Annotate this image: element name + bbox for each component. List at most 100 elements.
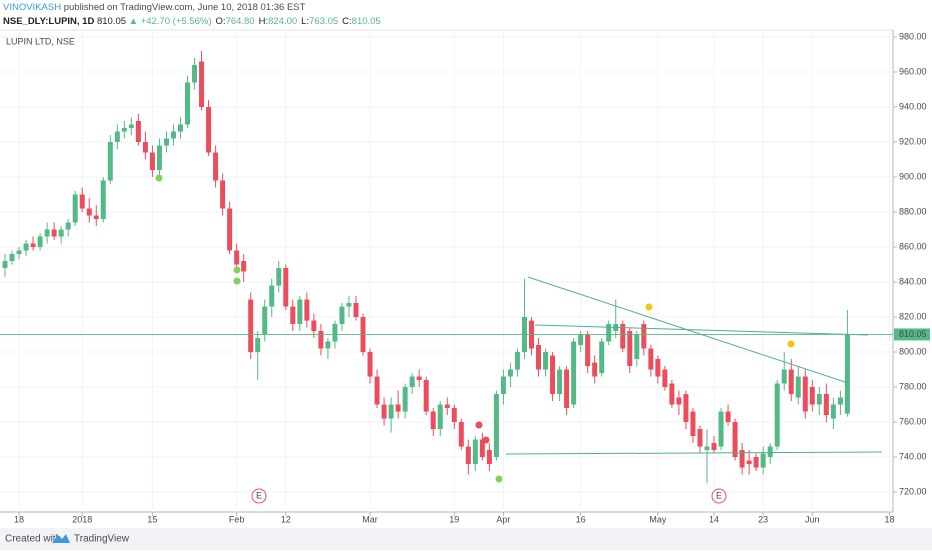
ohlc-key: O:: [216, 16, 226, 27]
x-tick-label: 15: [147, 514, 157, 524]
candle-body: [458, 422, 464, 447]
candle-body: [353, 303, 359, 318]
symbol-line: NSE_DLY:LUPIN, 1D 810.05 ▲ +42.70 (+5.56…: [3, 16, 381, 27]
last-price-label: 810.05: [899, 329, 927, 339]
y-tick-label: 980.00: [899, 31, 927, 41]
candle-body: [318, 331, 324, 349]
drawings: [505, 276, 883, 455]
candle-body: [304, 299, 310, 321]
x-tick-label: Mar: [362, 514, 378, 524]
candle-body: [627, 331, 633, 367]
x-tick-label: 12: [281, 514, 291, 524]
candle-body: [311, 320, 317, 332]
signal-dot: [233, 277, 241, 285]
candle-body: [641, 324, 647, 349]
last: 810.05: [97, 16, 126, 27]
candle-body: [100, 180, 106, 220]
candle-body: [178, 124, 183, 132]
candle-body: [86, 208, 92, 216]
candle-body: [578, 334, 584, 346]
candle-body: [634, 334, 640, 360]
ohlc-value: 764.80: [226, 16, 255, 27]
candle-body: [823, 394, 829, 416]
x-tick-label: Apr: [496, 514, 510, 524]
candle-body: [423, 380, 429, 412]
footer-brand[interactable]: TradingView: [74, 534, 130, 545]
earnings-marker[interactable]: [251, 488, 267, 504]
candle-body: [592, 362, 598, 377]
candle-body: [16, 250, 22, 255]
candle-body: [332, 324, 338, 342]
candle-body: [149, 152, 155, 171]
published: published on TradingView.com, June 10, 2…: [64, 2, 306, 13]
ohlc-key: C:: [342, 16, 352, 27]
candle-body: [227, 208, 233, 251]
candle-body: [170, 131, 176, 139]
candle-body: [367, 352, 373, 377]
author[interactable]: VINOVIKASH: [3, 2, 61, 13]
candle-body: [255, 338, 261, 353]
x-tick-label: May: [649, 514, 667, 524]
candle-body: [213, 152, 219, 181]
candle-body: [185, 82, 191, 125]
candle-body: [325, 341, 331, 349]
candle-body: [557, 369, 563, 395]
candle-body: [767, 446, 773, 458]
candle-body: [753, 457, 759, 468]
y-tick-label: 860.00: [899, 241, 927, 251]
candle-body: [479, 439, 485, 458]
candle-body: [683, 394, 689, 423]
y-tick-label: 900.00: [899, 171, 927, 181]
signal-dot: [475, 421, 483, 429]
candle-body: [199, 61, 205, 108]
candle-body: [599, 341, 605, 374]
candle-body: [30, 243, 36, 248]
trend-line: [534, 324, 869, 336]
brand-logo: [52, 534, 70, 543]
candle-body: [220, 180, 226, 209]
candle-body: [725, 411, 731, 423]
candle-body: [606, 324, 612, 342]
change: ▲ +42.70 (+5.56%): [129, 16, 212, 27]
candle-body: [543, 352, 549, 370]
candle-body: [430, 411, 436, 430]
ohlc: O:764.80 H:824.00 L:763.05 C:810.05: [216, 16, 381, 27]
candle-body: [402, 387, 408, 412]
candle-body: [346, 303, 352, 307]
candle-body: [290, 306, 296, 325]
candle-body: [472, 439, 478, 465]
candle-body: [830, 404, 836, 419]
candle-body: [662, 369, 668, 388]
y-tick-label: 920.00: [899, 136, 927, 146]
axes: 720.00 740.00 760.00 780.00 800.00 820.00 840.…: [0, 31, 930, 524]
footer-created: Created with: [5, 534, 61, 545]
candle-body: [451, 408, 457, 423]
candle-body: [44, 229, 50, 237]
candle-body: [536, 345, 542, 370]
candle-body: [339, 306, 345, 325]
candle-body: [297, 299, 303, 325]
earnings-marker[interactable]: [711, 488, 727, 504]
x-tick-label: Jun: [805, 514, 820, 524]
candle-body: [550, 355, 556, 395]
candle-body: [206, 107, 212, 153]
candle-body: [669, 383, 675, 405]
candle-body: [655, 359, 661, 377]
candle-body: [585, 334, 591, 367]
candle-body: [760, 453, 766, 468]
signal-dot: [787, 340, 795, 348]
candle-body: [500, 376, 506, 395]
candle-body: [234, 250, 240, 265]
candle-body: [774, 383, 780, 447]
candle-body: [409, 376, 415, 388]
chart-title: LUPIN LTD, NSE: [6, 36, 75, 46]
candle-body: [283, 268, 289, 307]
candle-body: [241, 261, 247, 272]
ohlc-key: H:: [259, 16, 269, 27]
header-line: VINOVIKASH published on TradingView.com,…: [3, 2, 306, 13]
x-tick-label: Feb: [229, 514, 245, 524]
symbol: NSE_DLY:LUPIN, 1D: [3, 16, 94, 27]
candle-body: [58, 229, 64, 237]
